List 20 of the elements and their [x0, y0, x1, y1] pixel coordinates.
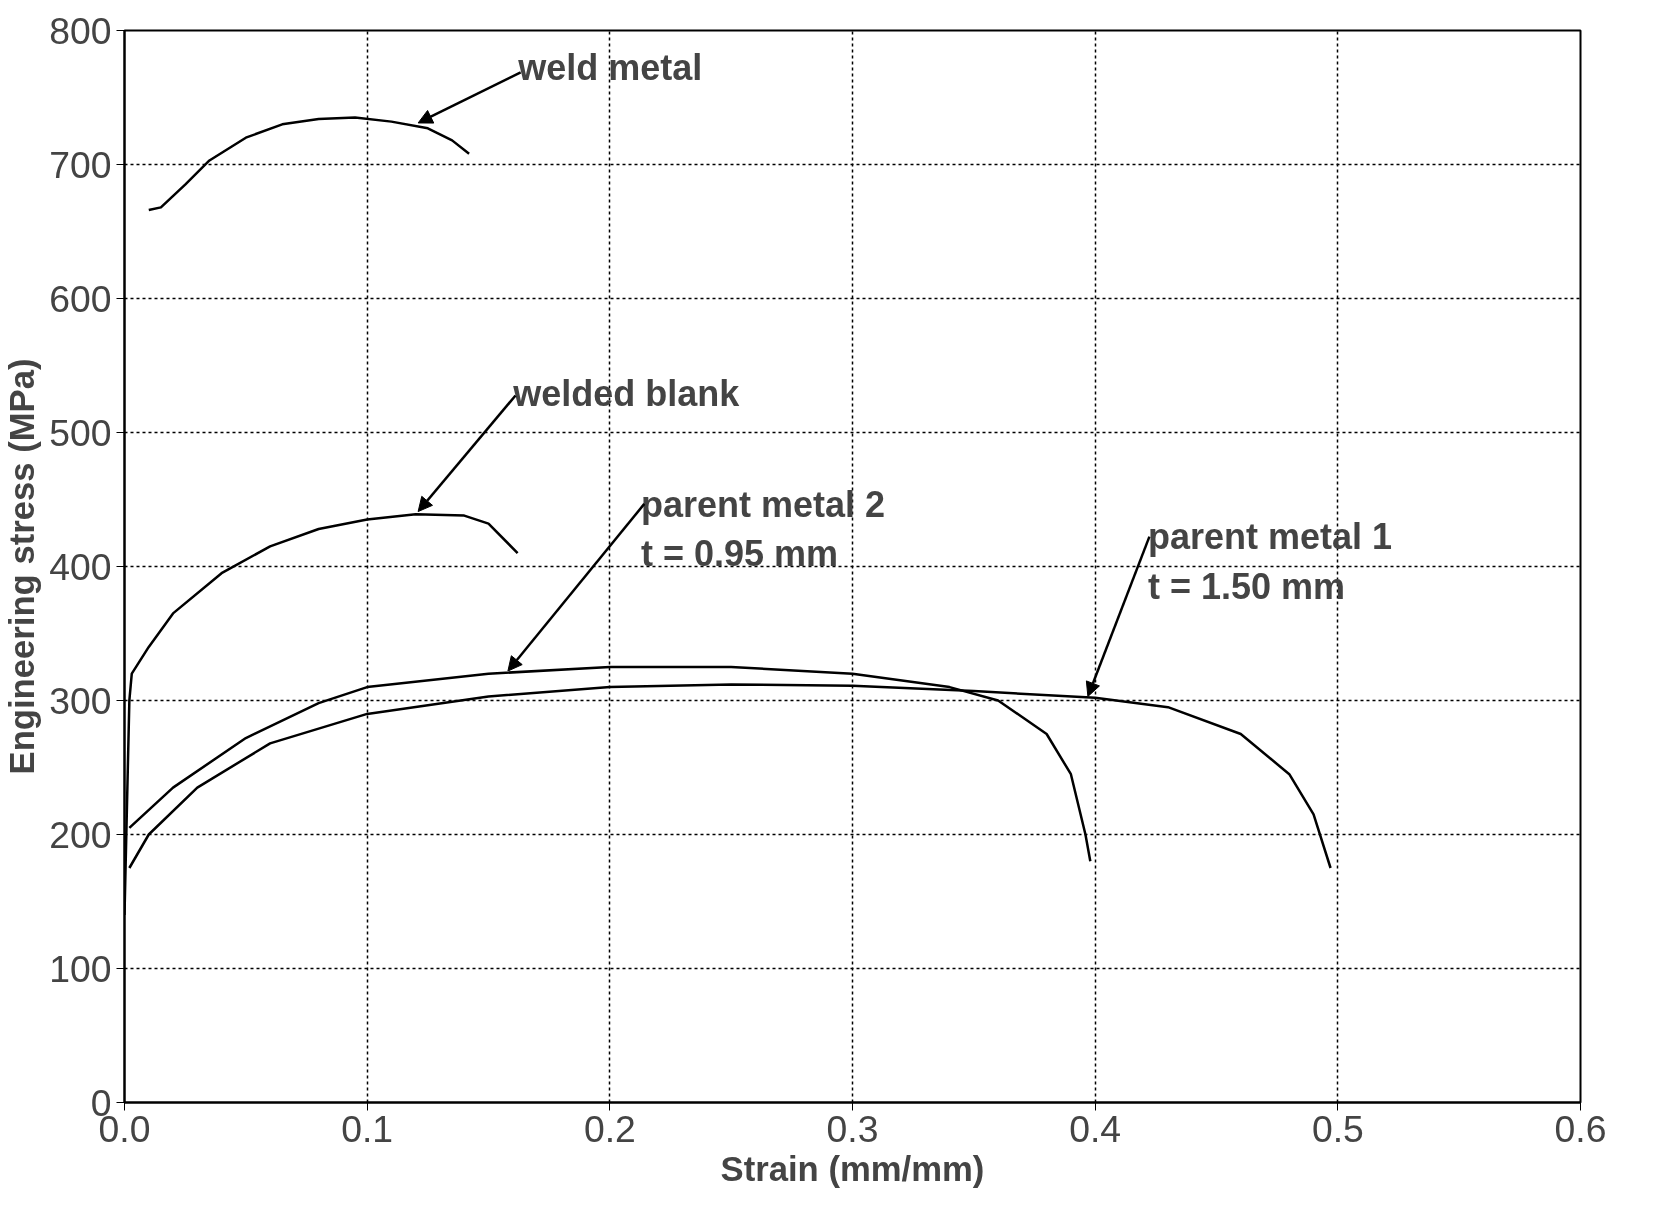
x-axis-title: Strain (mm/mm) — [720, 1149, 985, 1188]
y-tick-label: 200 — [49, 813, 112, 856]
annotation: welded blank — [512, 373, 741, 415]
y-tick-label: 300 — [49, 679, 112, 722]
x-tick-label: 0.5 — [1311, 1107, 1364, 1150]
y-tick-label: 500 — [49, 411, 112, 454]
y-tick-label: 600 — [49, 277, 112, 320]
x-tick-label: 0.2 — [583, 1107, 636, 1150]
annotation: parent metal 1 t = 1.50 mm — [1147, 516, 1392, 607]
y-axis-title: Engineering stress (MPa) — [3, 358, 42, 775]
x-tick-label: 0.3 — [826, 1107, 879, 1150]
annotation: weld metal — [517, 47, 703, 89]
annotation: parent metal 2 t = 0.95 mm — [640, 484, 886, 575]
x-tick-label: 0.6 — [1554, 1107, 1607, 1150]
y-tick-label: 100 — [49, 947, 112, 990]
x-tick-label: 0.4 — [1069, 1107, 1122, 1150]
y-tick-label: 700 — [49, 143, 112, 186]
y-tick-label: 400 — [49, 545, 112, 588]
y-tick-label: 800 — [49, 9, 112, 52]
x-tick-label: 0.1 — [341, 1107, 394, 1150]
